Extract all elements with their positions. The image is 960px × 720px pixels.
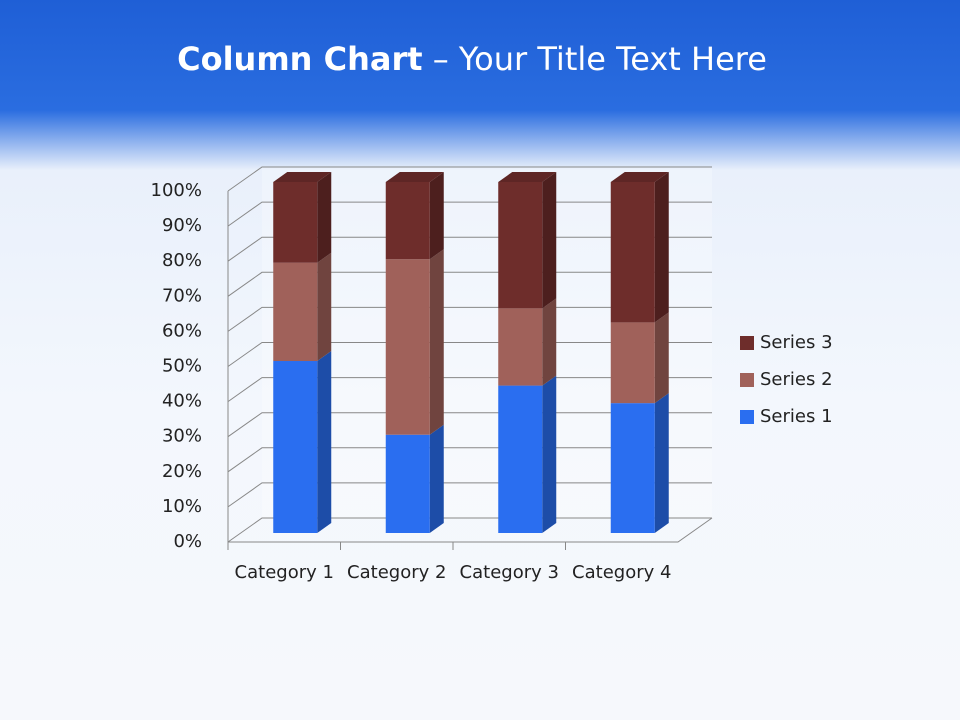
- grid-line: [227, 482, 712, 508]
- y-tick-label: 60%: [162, 320, 202, 341]
- title-bold: Column Chart: [177, 40, 423, 78]
- grid-line: [227, 271, 712, 297]
- bar-side: [317, 252, 332, 362]
- floor-edge: [228, 517, 713, 543]
- y-tick-label: 0%: [173, 531, 202, 552]
- legend-swatch: [740, 373, 754, 387]
- grid-line: [227, 166, 712, 192]
- x-tick-label: Category 1: [234, 562, 334, 583]
- bar: [273, 182, 318, 263]
- grid-line: [227, 517, 712, 543]
- bar-top: [385, 172, 444, 182]
- slide-title: Column Chart – Your Title Text Here: [0, 40, 944, 78]
- bar: [385, 259, 430, 435]
- bar: [498, 308, 543, 386]
- y-tick-label: 30%: [162, 426, 202, 447]
- bar-side: [429, 424, 444, 533]
- legend-label: Series 2: [760, 369, 833, 390]
- title-regular: – Your Title Text Here: [432, 40, 767, 78]
- grid-line: [227, 236, 712, 262]
- bar: [610, 182, 655, 323]
- bar: [610, 403, 655, 533]
- x-tick-label: Category 2: [347, 562, 447, 583]
- grid-line: [227, 201, 712, 227]
- grid-line: [227, 447, 712, 473]
- bar-side: [654, 172, 669, 323]
- bar: [385, 182, 430, 260]
- bar-side: [317, 351, 332, 533]
- y-tick-label: 40%: [162, 391, 202, 412]
- bar-side: [542, 375, 557, 533]
- grid-line: [227, 342, 712, 367]
- grid-line: [227, 306, 712, 332]
- bar-top: [273, 172, 332, 182]
- legend-swatch: [740, 410, 754, 424]
- bar-side: [429, 172, 444, 260]
- y-tick-label: 70%: [162, 285, 202, 306]
- y-tick-label: 20%: [162, 461, 202, 482]
- legend-label: Series 1: [760, 406, 833, 427]
- y-tick-label: 50%: [162, 356, 202, 377]
- x-tick-label: Category 4: [572, 562, 672, 583]
- y-tick-label: 100%: [151, 180, 202, 201]
- bar: [273, 262, 318, 362]
- legend-label: Series 3: [760, 332, 833, 353]
- bar-top: [498, 172, 557, 182]
- bar: [610, 322, 655, 404]
- bar: [498, 182, 543, 309]
- legend-swatch: [740, 336, 754, 350]
- x-tick-label: Category 3: [459, 562, 559, 583]
- grid-line: [227, 412, 712, 438]
- y-tick-label: 90%: [162, 215, 202, 236]
- bar: [385, 434, 430, 533]
- bar-side: [542, 298, 557, 386]
- bar-side: [654, 393, 669, 533]
- y-tick-label: 10%: [162, 496, 202, 517]
- y-tick-label: 80%: [162, 250, 202, 271]
- bar-top: [610, 172, 669, 182]
- bar: [498, 385, 543, 533]
- bar-side: [429, 249, 444, 435]
- grid-line: [227, 377, 712, 403]
- bar-side: [654, 312, 669, 404]
- bar: [273, 361, 318, 533]
- bar-side: [542, 172, 557, 309]
- bar-side: [317, 172, 332, 263]
